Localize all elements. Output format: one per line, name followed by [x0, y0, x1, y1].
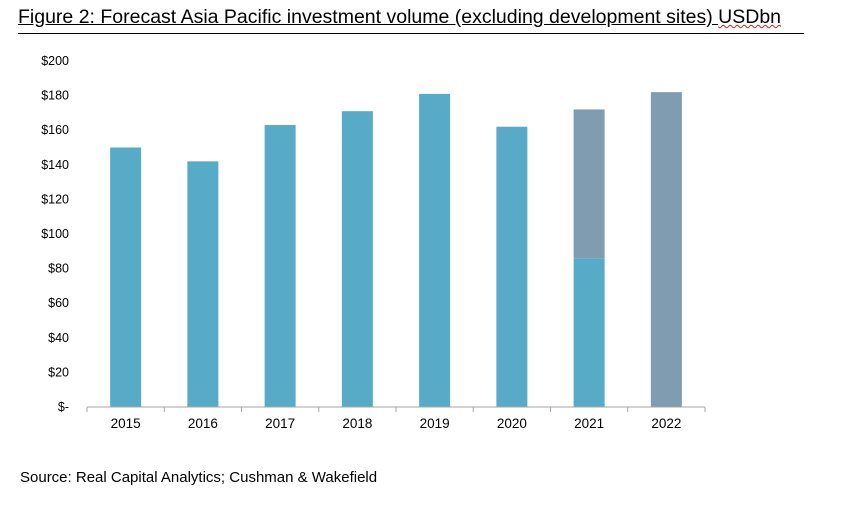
bar-forecast-2022 — [650, 92, 682, 407]
bar-actual-2019 — [419, 93, 451, 408]
y-tick-label: $20 — [48, 365, 69, 379]
bar-actual-2021 — [573, 258, 605, 407]
chart-title-main: Figure 2: Forecast Asia Pacific investme… — [18, 6, 719, 28]
x-tick-label: 2016 — [188, 416, 218, 431]
x-tick-label: 2021 — [574, 416, 604, 431]
x-tick-label: 2015 — [111, 416, 141, 431]
x-tick-label: 2017 — [265, 416, 295, 431]
chart-title-unit: USDbn — [718, 6, 782, 28]
bar-actual-2018 — [341, 111, 373, 408]
y-tick-label: $- — [58, 400, 69, 414]
y-tick-label: $80 — [48, 262, 69, 276]
y-tick-label: $60 — [48, 296, 69, 310]
chart-title: Figure 2: Forecast Asia Pacific investme… — [18, 6, 781, 29]
y-tick-label: $140 — [41, 158, 69, 172]
y-tick-label: $160 — [41, 123, 69, 137]
x-tick-label: 2019 — [420, 416, 450, 431]
y-tick-label: $180 — [41, 89, 69, 103]
y-tick-label: $100 — [41, 227, 69, 241]
y-tick-label: $120 — [41, 192, 69, 206]
bar-forecast-2021 — [573, 109, 605, 259]
bar-actual-2016 — [187, 161, 219, 407]
bar-actual-2020 — [496, 126, 528, 408]
bar-actual-2015 — [110, 147, 142, 407]
y-tick-label: $200 — [41, 54, 69, 68]
x-tick-label: 2018 — [342, 416, 372, 431]
x-tick-label: 2020 — [497, 416, 527, 431]
title-underline — [18, 33, 804, 34]
bar-actual-2017 — [264, 125, 296, 407]
source-note: Source: Real Capital Analytics; Cushman … — [20, 469, 378, 486]
y-tick-label: $40 — [48, 331, 69, 345]
x-tick-label: 2022 — [651, 416, 681, 431]
